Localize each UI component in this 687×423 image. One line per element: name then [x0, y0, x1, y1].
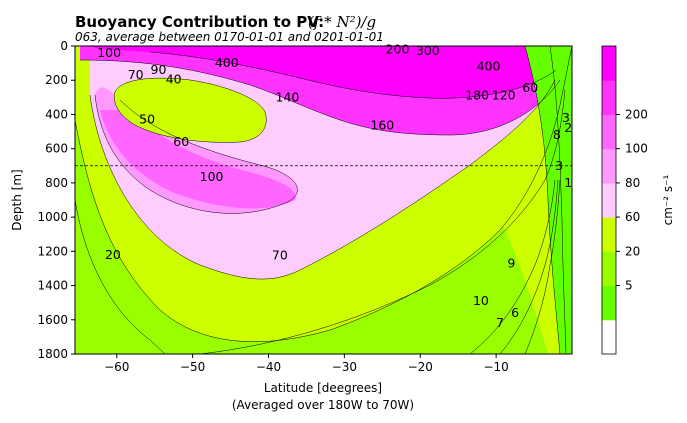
- colorbar-tick-label: 100: [625, 142, 648, 156]
- x-axis-label: Latitude [deegrees]: [264, 381, 382, 395]
- contour-label: 3: [562, 110, 570, 125]
- chart-title-formula: (f * N²)/g: [308, 13, 376, 31]
- y-tick-label: 0: [60, 39, 68, 53]
- contour-line: [94, 94, 298, 214]
- colorbar: [602, 46, 616, 355]
- y-tick-label: 600: [45, 142, 68, 156]
- contour-lines: [75, 46, 572, 354]
- colorbar-band: [602, 285, 616, 321]
- x-tick-label: −20: [408, 360, 433, 374]
- contour-line: [75, 46, 572, 342]
- colorbar-band: [602, 46, 616, 81]
- contour-label: 90: [151, 62, 167, 77]
- x-axis-ticks: −60 −50 −40 −30 −20 −10: [104, 354, 509, 374]
- x-tick-label: −40: [256, 360, 281, 374]
- contour-line: [75, 199, 166, 354]
- contour-label: 2: [564, 120, 572, 135]
- contour-label: 70: [272, 248, 288, 263]
- contour-line: [499, 179, 559, 354]
- x-tick-label: −60: [104, 360, 129, 374]
- y-axis-ticks: 0 200 400 600 800 1000 1200 1400 1600 1800: [37, 39, 75, 361]
- contour-label: 400: [215, 55, 239, 70]
- x-tick-label: −50: [180, 360, 205, 374]
- colorbar-ticks: 5 20 60 80 100 200: [616, 107, 648, 293]
- contour-field: [75, 46, 572, 354]
- contour-label: 60: [173, 134, 189, 149]
- colorbar-band: [602, 80, 616, 115]
- chart-subtitle: 063, average between 0170-01-01 and 0201…: [75, 30, 384, 44]
- colorbar-tick-label: 200: [625, 107, 648, 121]
- y-tick-label: 1200: [37, 244, 68, 258]
- contour-label: 300: [416, 43, 440, 58]
- y-tick-label: 1800: [37, 347, 68, 361]
- contour-label: 1: [564, 175, 572, 190]
- x-axis-sublabel: (Averaged over 180W to 70W): [232, 398, 414, 412]
- contour-line: [549, 46, 567, 354]
- contour-label: 50: [139, 112, 155, 127]
- colorbar-tick-label: 60: [625, 210, 640, 224]
- contour-label: 20: [105, 247, 121, 262]
- contour-line: [524, 46, 561, 354]
- contour-line: [89, 79, 556, 280]
- contour-label: 6: [511, 305, 519, 320]
- contour-label: 140: [276, 89, 300, 104]
- x-tick-label: −10: [483, 360, 508, 374]
- chart-title: Buoyancy Contribution to PV:: [75, 13, 324, 31]
- contour-label: 7: [496, 315, 504, 330]
- contour-label: 40: [166, 71, 182, 86]
- colorbar-tick-label: 5: [625, 279, 633, 293]
- contour-label: 160: [370, 118, 394, 133]
- colorbar-band: [602, 148, 616, 184]
- contour-label: 180: [465, 88, 489, 103]
- y-tick-label: 200: [45, 73, 68, 87]
- contour-label: 10: [473, 293, 489, 308]
- colorbar-band: [602, 182, 616, 218]
- y-tick-label: 400: [45, 107, 68, 121]
- contour-label: 120: [492, 88, 516, 103]
- y-tick-label: 1600: [37, 313, 68, 327]
- low-pv-pool: [114, 78, 267, 143]
- colorbar-band: [602, 251, 616, 287]
- colorbar-label: cm⁻² s⁻¹: [661, 174, 675, 225]
- contour-label: 60: [522, 80, 538, 95]
- contour-label: 100: [200, 169, 224, 184]
- colorbar-tick-label: 80: [625, 176, 640, 190]
- colorbar-frame: [601, 45, 617, 355]
- contour-line: [79, 59, 561, 136]
- y-tick-label: 1000: [37, 210, 68, 224]
- contour-label: 9: [507, 255, 515, 270]
- contour-line: [149, 51, 557, 99]
- contour-label: 200: [386, 41, 410, 56]
- colorbar-band: [602, 217, 616, 252]
- contour-line: [114, 77, 267, 143]
- contour-line: [524, 179, 561, 354]
- band-100-200: [100, 110, 296, 209]
- contour-label: 3: [555, 158, 563, 173]
- y-axis-label: Depth [m]: [10, 169, 24, 230]
- contour-label: 8: [553, 127, 561, 142]
- y-tick-label: 800: [45, 176, 68, 190]
- colorbar-band: [602, 114, 616, 150]
- colorbar-tick-label: 20: [625, 244, 640, 258]
- colorbar-band: [602, 319, 616, 355]
- band-2-5-east: [525, 46, 572, 354]
- contour-line: [469, 179, 556, 354]
- contour-label: 70: [128, 67, 144, 82]
- contour-label: 100: [97, 45, 121, 60]
- band-300-plus: [90, 46, 560, 99]
- plot-frame: [74, 45, 573, 355]
- y-tick-label: 1400: [37, 279, 68, 293]
- x-tick-label: −30: [332, 360, 357, 374]
- contour-label: 400: [477, 59, 501, 74]
